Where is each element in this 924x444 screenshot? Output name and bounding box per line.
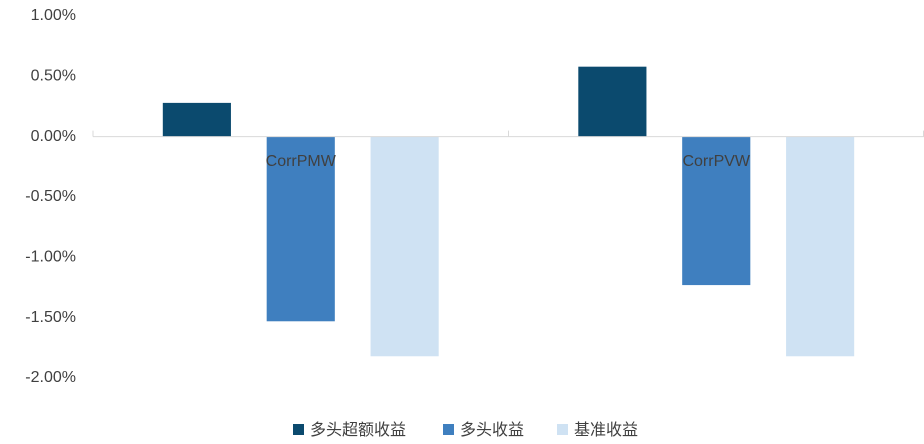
y-tick-label: -2.00% xyxy=(25,369,76,386)
x-tick-label: CorrPMW xyxy=(266,153,337,170)
bar xyxy=(786,136,855,357)
legend-swatch xyxy=(293,424,304,435)
bar xyxy=(370,136,439,357)
y-tick-label: 0.50% xyxy=(31,68,76,85)
legend-label: 基准收益 xyxy=(574,421,638,439)
bar xyxy=(578,66,647,137)
legend-swatch xyxy=(557,424,568,435)
legend-label: 多头超额收益 xyxy=(310,421,406,439)
y-tick-label: 1.00% xyxy=(31,7,76,24)
y-tick-label: -1.50% xyxy=(25,309,76,326)
legend-label: 多头收益 xyxy=(460,421,524,439)
y-tick-label: 0.00% xyxy=(31,128,76,145)
y-tick-label: -1.00% xyxy=(25,249,76,266)
x-tick-label: CorrPVW xyxy=(682,153,750,170)
y-tick-label: -0.50% xyxy=(25,188,76,205)
legend-swatch xyxy=(443,424,454,435)
bar xyxy=(682,136,751,286)
bar xyxy=(266,136,335,322)
bar xyxy=(162,102,231,137)
